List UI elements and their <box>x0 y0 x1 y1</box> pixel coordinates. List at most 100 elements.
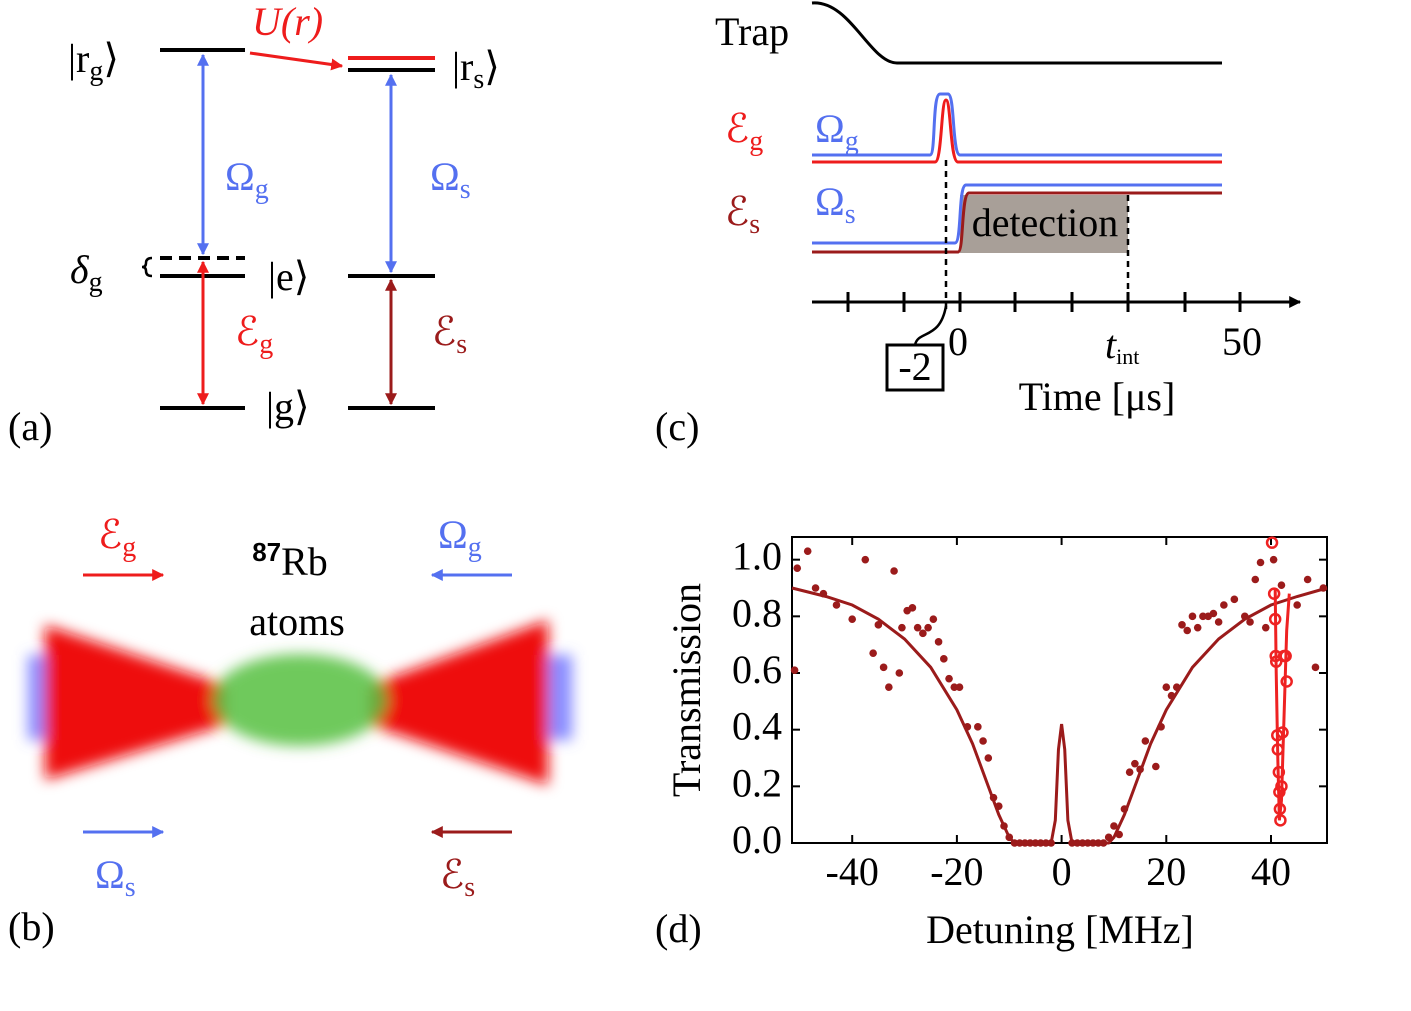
text: ℰ <box>440 852 464 897</box>
text: Ω <box>95 852 125 897</box>
data-point <box>934 638 943 646</box>
text: s <box>464 872 475 903</box>
x-tick-label: 20 <box>1146 849 1186 894</box>
data-point <box>945 674 953 683</box>
y-axis-label: Transmission <box>664 583 709 797</box>
data-point <box>885 683 893 691</box>
state-label: |g⟩ <box>266 384 310 429</box>
data-point <box>1125 768 1134 776</box>
data-point <box>793 564 802 572</box>
text: g <box>845 126 859 157</box>
text: g <box>89 267 103 298</box>
data-point <box>1141 737 1150 745</box>
text: ℰ <box>725 189 749 234</box>
data-point <box>919 629 927 638</box>
beam <box>28 620 572 785</box>
x-tick-label: 0 <box>1052 849 1072 894</box>
text: s <box>749 209 760 240</box>
control-beam <box>45 625 225 780</box>
y-tick-label: 1.0 <box>732 534 782 579</box>
panel-label: (d) <box>655 906 702 951</box>
text: Ω <box>430 154 460 199</box>
panel-label: (c) <box>655 404 699 449</box>
text: 87 <box>252 537 281 567</box>
text: g <box>122 532 136 563</box>
data-point <box>879 663 888 672</box>
data-point <box>913 623 922 632</box>
fit-curve <box>1273 587 1291 821</box>
data-point <box>1209 609 1218 618</box>
text: g <box>468 532 482 563</box>
panel-c: Trap ℰg Ωg ℰs Ωs detection 0 tint 50 -2 … <box>655 1 1302 449</box>
interaction-label: U(r) <box>252 0 323 44</box>
data-point <box>1256 558 1265 567</box>
pulse-trace <box>812 98 1222 164</box>
detuning-label: δg <box>70 247 103 298</box>
pulse-trace <box>812 92 1222 157</box>
text: ℰ <box>725 106 749 151</box>
data-point <box>929 615 938 623</box>
atom-cloud <box>212 654 388 746</box>
species-label: 87Rb <box>252 537 328 584</box>
field-label: Ωg <box>815 106 859 157</box>
field-label: ℰs <box>432 309 467 360</box>
text: Rb <box>281 539 328 584</box>
data-point <box>848 615 857 623</box>
trap-trace <box>811 1 1222 65</box>
data-point <box>1214 618 1223 626</box>
data-point <box>1162 683 1171 691</box>
callout-line <box>913 305 948 346</box>
trace-label: Trap <box>715 9 789 54</box>
text: s <box>460 174 471 205</box>
text: ⟩ <box>103 36 119 81</box>
field-label: ℰs <box>725 189 760 240</box>
panel-b: ℰg Ωg 87Rb atoms Ωs ℰs (b) <box>8 512 572 949</box>
data-point <box>832 601 841 609</box>
axis-ticks <box>846 292 1242 312</box>
plot-frame <box>791 536 1328 844</box>
x-tick-label: -40 <box>826 849 879 894</box>
brace <box>141 256 153 278</box>
text: s <box>125 872 136 903</box>
field-label: ℰg <box>725 106 763 157</box>
data-point <box>869 649 877 657</box>
field-label: Ωg <box>225 154 269 205</box>
data-point <box>1220 601 1228 609</box>
state-label: |e⟩ <box>268 254 309 299</box>
pulse-trace <box>812 183 1222 245</box>
x-tick-label: -20 <box>930 849 983 894</box>
x-axis-label: Detuning [MHz] <box>926 907 1194 952</box>
text: ⟩ <box>484 44 500 89</box>
arrow <box>249 51 344 71</box>
y-tick-label: 0.2 <box>732 760 782 805</box>
data-point <box>908 604 917 612</box>
text: g <box>749 126 763 157</box>
text: δ <box>70 247 90 292</box>
data-point <box>1178 621 1186 629</box>
data-point <box>940 655 948 663</box>
tick-label: 0 <box>948 319 968 364</box>
data-point <box>924 623 932 632</box>
text: s <box>456 329 467 360</box>
text: ℰ <box>432 309 456 354</box>
field-label: Ωs <box>430 154 471 205</box>
text: t <box>1105 322 1117 367</box>
fit-curve <box>791 586 1328 845</box>
data-point <box>898 623 906 632</box>
data-point <box>1152 762 1160 771</box>
axis-label: Time [μs] <box>1019 374 1176 419</box>
text: g <box>259 329 273 360</box>
pulse-trace <box>812 191 1222 254</box>
data-point <box>895 669 904 677</box>
data-point <box>1199 612 1207 621</box>
detection-window <box>960 195 1128 253</box>
panel-d: (d) Detuning [MHz] Transmission -40 -20 0 2… <box>655 534 1328 952</box>
data-point <box>974 723 982 731</box>
text: |r <box>452 44 473 89</box>
text: s <box>473 64 484 95</box>
y-tick-label: 0.0 <box>732 817 782 862</box>
text: Ω <box>225 154 255 199</box>
text: g <box>89 56 103 87</box>
field-label: ℰs <box>440 852 475 903</box>
